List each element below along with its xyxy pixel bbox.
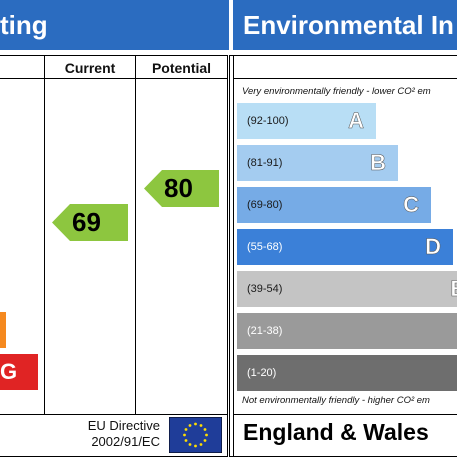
- band-a: (92-100) A: [237, 103, 376, 139]
- band-d: (55-68) D: [237, 229, 453, 265]
- current-rating-value: 69: [72, 207, 101, 237]
- band-range-label: (39-54): [247, 283, 283, 295]
- column-header-potential: Potential: [151, 60, 212, 76]
- band-g-letter: G: [0, 359, 18, 384]
- column-divider-2: [135, 55, 136, 415]
- footer-row-divider: [0, 414, 228, 415]
- energy-rating-title: ting: [0, 10, 48, 40]
- band-letter: D: [425, 234, 441, 260]
- eu-directive-text: EU Directive 2002/91/EC: [60, 418, 160, 450]
- band-row-6: (21-38): [237, 313, 457, 349]
- bottom-note: Not environmentally friendly - higher CO…: [242, 395, 430, 406]
- potential-rating-arrow: [144, 170, 219, 207]
- eu-directive-line1: EU Directive: [87, 418, 160, 433]
- environmental-impact-title: Environmental In: [243, 10, 454, 40]
- eu-flag-icon: [169, 417, 222, 453]
- column-divider-1: [44, 55, 45, 415]
- band-row-7: (1-20): [237, 355, 457, 391]
- current-rating-arrow: [52, 204, 128, 241]
- band-letter: A: [348, 108, 364, 134]
- band-letter: E: [450, 276, 457, 302]
- band-range-label: (81-91): [247, 157, 283, 169]
- top-note: Very environmentally friendly - lower CO…: [242, 86, 431, 97]
- band-e: (39-54) E: [237, 271, 457, 307]
- band-range-label: (21-38): [247, 325, 283, 337]
- right-inner-frame-line: [233, 55, 234, 457]
- energy-rating-table: [0, 55, 228, 457]
- band-range-label: (69-80): [247, 199, 283, 211]
- band-letter: B: [370, 150, 386, 176]
- band-f-partial: [0, 312, 6, 348]
- right-footer-row-divider: [233, 414, 457, 415]
- right-header-row-divider: [233, 78, 457, 79]
- band-range-label: (92-100): [247, 115, 289, 127]
- band-range-label: (1-20): [247, 367, 277, 379]
- column-header-current: Current: [64, 60, 116, 76]
- potential-rating-value: 80: [164, 173, 193, 203]
- band-b: (81-91) B: [237, 145, 398, 181]
- band-c: (69-80) C: [237, 187, 431, 223]
- header-row-divider: [0, 78, 228, 79]
- band-letter: C: [403, 192, 419, 218]
- environmental-impact-header: Environmental In: [233, 0, 457, 50]
- band-range-label: (55-68): [247, 241, 283, 253]
- band-g-partial: G: [0, 354, 38, 390]
- eu-directive-line2: 2002/91/EC: [91, 434, 160, 449]
- region-footer: England & Wales: [243, 419, 429, 445]
- energy-rating-header: ting: [0, 0, 229, 50]
